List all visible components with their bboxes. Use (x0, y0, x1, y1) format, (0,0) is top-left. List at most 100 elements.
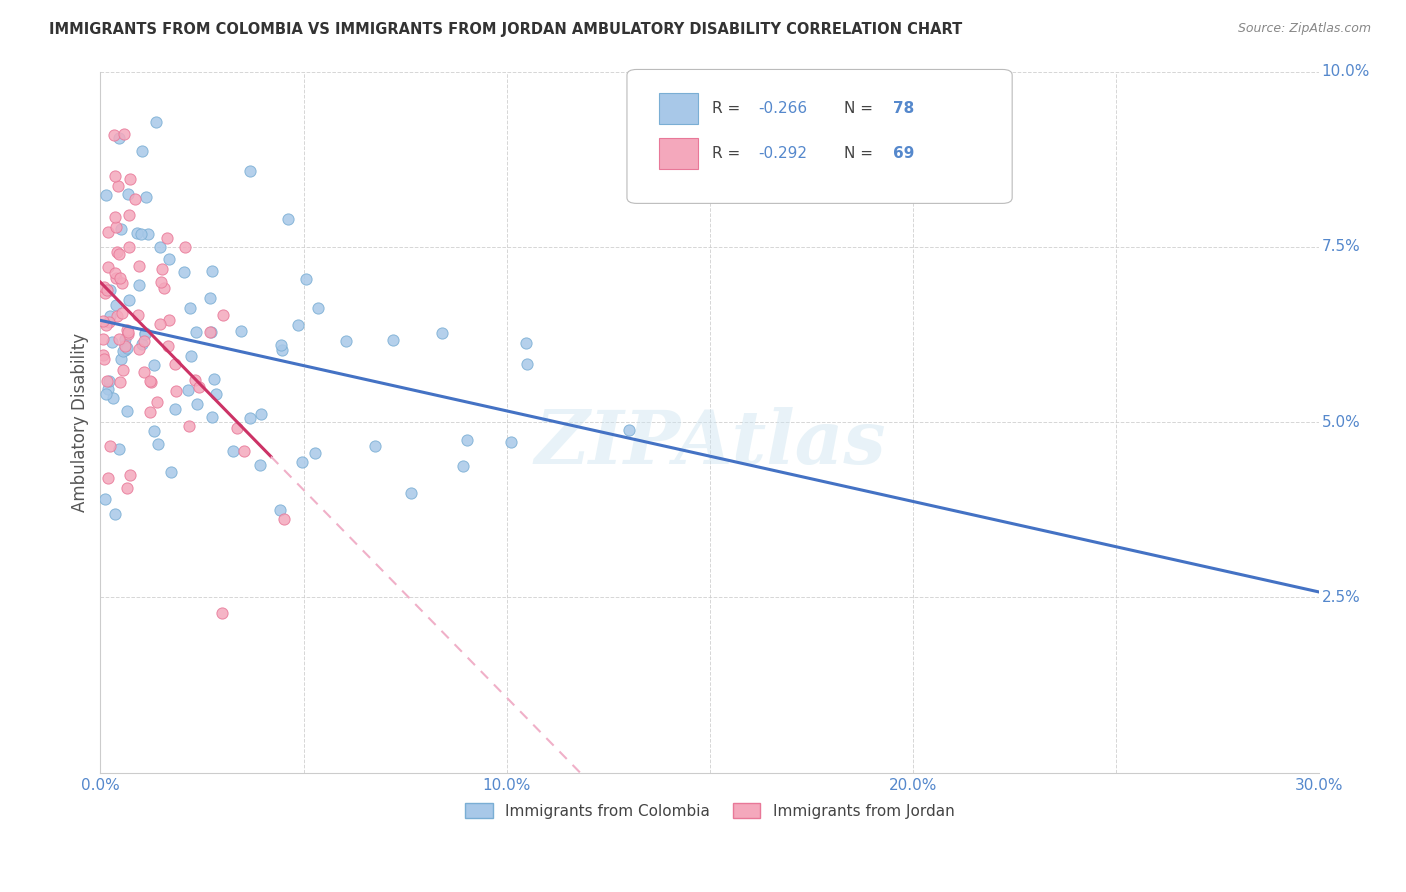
Point (132, 334, 155, 348)
Point (451, 459, 474, 474)
Point (139, 374, 162, 388)
Point (98, 283, 121, 297)
Point (270, 337, 292, 351)
Text: 78: 78 (893, 101, 914, 116)
Point (139, 405, 162, 419)
Point (98, 439, 121, 453)
Point (163, 401, 186, 416)
Point (157, 339, 180, 353)
Point (117, 186, 139, 201)
Point (93, 352, 115, 367)
Point (184, 325, 207, 339)
Point (94, 318, 117, 332)
Point (222, 444, 245, 458)
Point (145, 395, 167, 409)
Point (187, 379, 209, 393)
Point (117, 341, 139, 355)
Point (277, 211, 299, 226)
Point (273, 512, 295, 526)
Point (134, 327, 156, 342)
Point (117, 326, 139, 341)
Point (104, 169, 127, 184)
Point (114, 338, 136, 352)
Point (291, 455, 314, 469)
Point (335, 334, 357, 349)
Point (149, 317, 172, 331)
Text: R =: R = (713, 146, 745, 161)
Point (456, 433, 478, 447)
Point (94, 285, 117, 300)
Point (202, 371, 225, 385)
Point (100, 334, 122, 349)
Legend: Immigrants from Colombia, Immigrants from Jordan: Immigrants from Colombia, Immigrants fro… (460, 797, 960, 825)
Point (114, 332, 136, 346)
Point (250, 407, 273, 421)
FancyBboxPatch shape (627, 70, 1012, 203)
Point (160, 465, 183, 479)
Point (124, 192, 146, 206)
Point (186, 397, 208, 411)
Point (131, 337, 153, 351)
Point (107, 442, 129, 456)
Point (110, 306, 132, 320)
Point (115, 323, 138, 337)
Point (112, 344, 135, 359)
Point (149, 276, 172, 290)
Point (617, 423, 640, 437)
Point (143, 425, 166, 439)
Text: 2.5%: 2.5% (1322, 590, 1361, 605)
Point (157, 312, 180, 326)
Point (93, 492, 115, 507)
Point (201, 264, 224, 278)
Point (149, 240, 172, 254)
Point (184, 373, 207, 387)
Point (128, 343, 150, 357)
Point (249, 458, 271, 472)
Text: 7.5%: 7.5% (1322, 239, 1361, 254)
Point (515, 335, 537, 350)
Point (239, 164, 262, 178)
Point (118, 208, 141, 222)
Text: N =: N = (844, 146, 877, 161)
Point (105, 271, 128, 285)
Point (115, 481, 138, 495)
Point (104, 507, 127, 521)
Point (136, 227, 159, 241)
Point (287, 318, 309, 333)
Point (125, 226, 148, 240)
Point (118, 468, 141, 483)
Point (131, 144, 153, 158)
Point (132, 365, 155, 379)
Point (104, 266, 127, 280)
Point (107, 245, 129, 260)
Point (97, 382, 120, 396)
Point (114, 343, 136, 357)
Point (107, 179, 129, 194)
Point (110, 222, 132, 236)
Point (96, 374, 118, 388)
Point (110, 351, 132, 366)
Point (432, 326, 454, 340)
Point (271, 343, 294, 357)
Point (156, 231, 179, 245)
Point (165, 384, 187, 398)
Text: -0.292: -0.292 (759, 146, 807, 161)
Point (115, 403, 138, 417)
Point (103, 128, 125, 143)
Point (91, 348, 114, 362)
Point (104, 219, 127, 234)
Point (118, 293, 141, 308)
Point (112, 128, 135, 142)
Point (226, 420, 249, 434)
Point (105, 310, 128, 324)
Point (229, 324, 252, 338)
Point (129, 227, 152, 242)
Point (211, 606, 233, 620)
Point (177, 383, 200, 397)
Text: R =: R = (713, 101, 745, 116)
Point (104, 210, 127, 224)
Point (198, 326, 221, 340)
Point (381, 333, 404, 347)
Point (146, 436, 169, 450)
Point (111, 362, 134, 376)
